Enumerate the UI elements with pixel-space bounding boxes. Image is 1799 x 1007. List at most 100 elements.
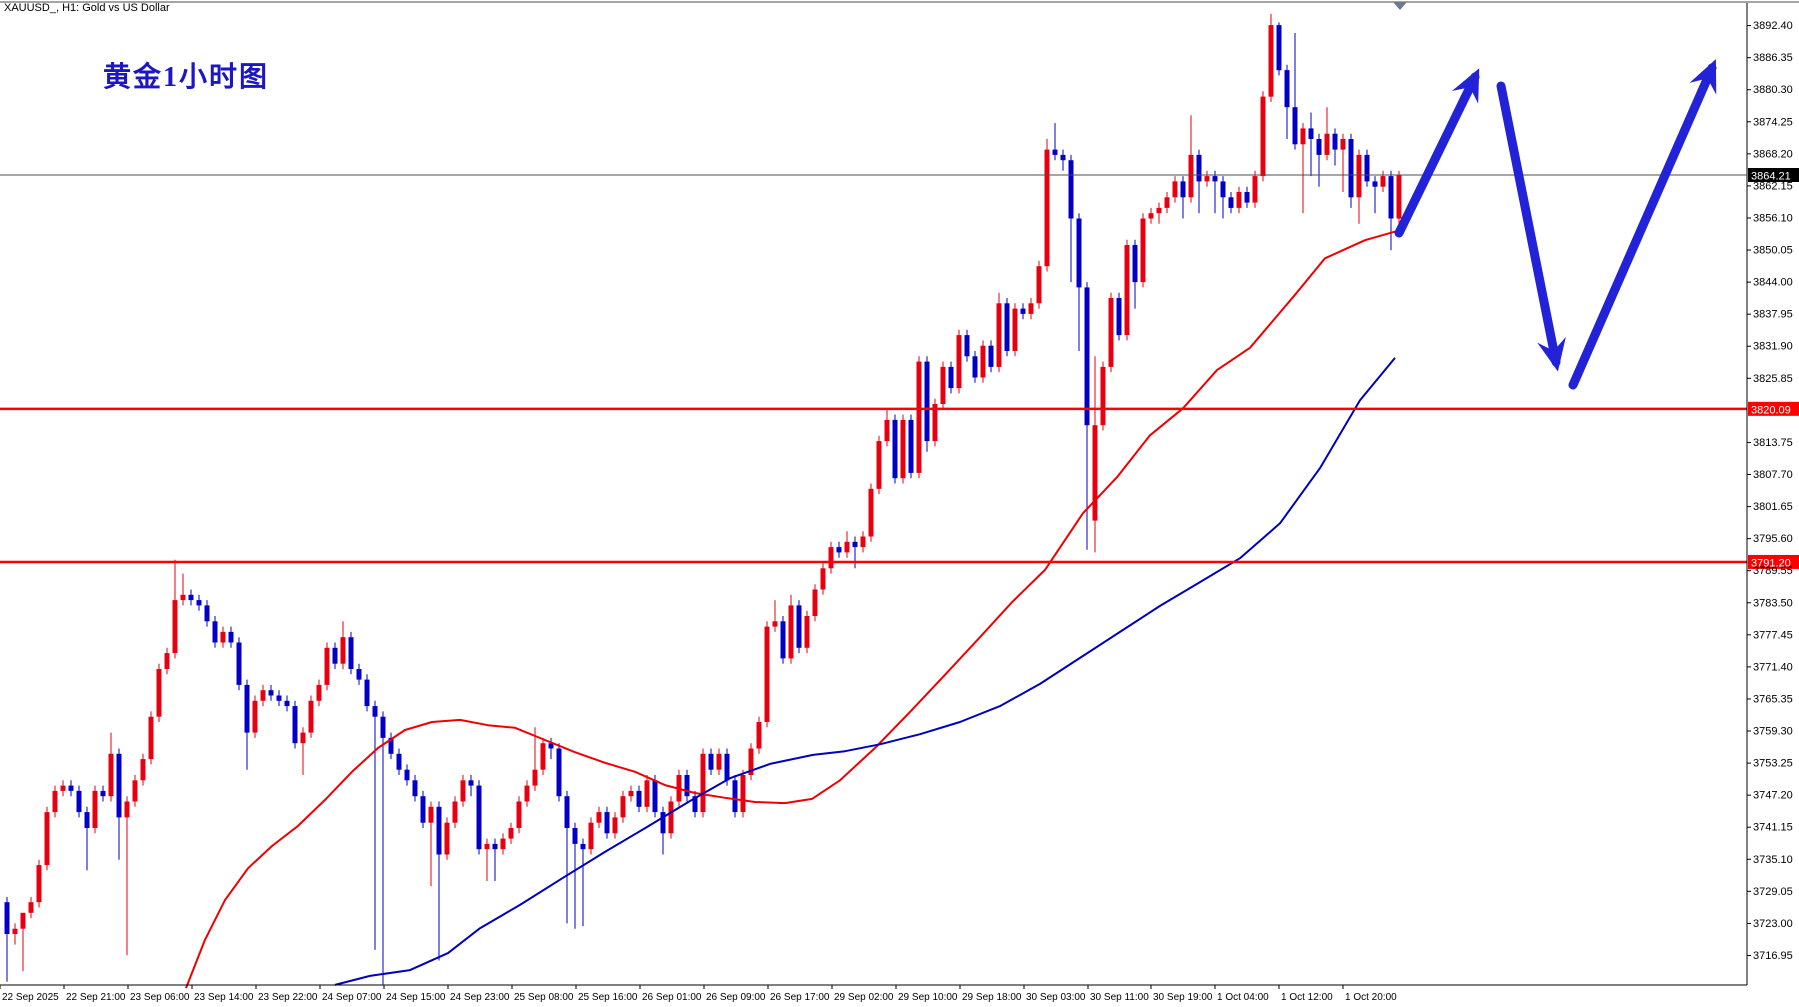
candle-body-bear: [708, 753, 714, 770]
candle-body-bull: [1268, 25, 1274, 97]
candle-body-bear: [348, 637, 354, 669]
candle-body-bull: [1044, 149, 1050, 267]
candle-body-bear: [396, 753, 402, 770]
candle-body-bear: [948, 366, 954, 389]
candle-body-bull: [1204, 176, 1210, 182]
candle-body-bull: [900, 419, 906, 479]
candle-body-bull: [612, 817, 618, 834]
hline-price-box: [1748, 554, 1799, 569]
candle-body-bear: [724, 753, 730, 781]
forecast-down-arrow: [1496, 81, 1566, 372]
time-label: 23 Sep 14:00: [194, 992, 254, 1003]
candle-body-bull: [316, 684, 322, 701]
time-label: 24 Sep 07:00: [322, 992, 382, 1003]
candle-body-bear: [292, 706, 298, 744]
chart-title: XAUUSD_, H1: Gold vs US Dollar: [4, 2, 170, 14]
price-label: 3795.60: [1753, 533, 1793, 545]
candle-body-bull: [220, 631, 226, 643]
candle-body-bull: [748, 748, 754, 775]
time-label: 24 Sep 15:00: [386, 992, 446, 1003]
candle-body-bull: [508, 828, 514, 839]
candle-body-bull: [1036, 266, 1042, 304]
candle-body-bull: [844, 541, 850, 553]
candle-body-bear: [548, 743, 554, 749]
candle-body-bull: [1100, 366, 1106, 426]
candle-body-bull: [108, 753, 114, 797]
time-label: 30 Sep 03:00: [1026, 992, 1086, 1003]
time-label: 30 Sep 19:00: [1153, 992, 1213, 1003]
candle-body-bull: [940, 366, 946, 404]
candle-body-bear: [236, 642, 242, 685]
candle-body-bear: [1364, 154, 1370, 182]
candle-body-bull: [788, 605, 794, 659]
hline-price-label: 3791.20: [1751, 557, 1791, 569]
candle-body-bull: [532, 769, 538, 786]
price-label: 3892.40: [1753, 20, 1793, 32]
ma-fast_red-line: [185, 229, 1401, 989]
candle-body-bear: [1372, 181, 1378, 187]
candle-body-bull: [596, 812, 602, 823]
candle-body-bull: [644, 780, 650, 807]
candle-body-bear: [4, 902, 10, 934]
price-label: 3831.90: [1753, 341, 1793, 353]
candle-body-bull: [92, 790, 98, 828]
price-label: 3765.35: [1753, 693, 1793, 705]
candle-body-bull: [812, 589, 818, 616]
candle-body-bull: [700, 753, 706, 813]
candle-body-bear: [732, 780, 738, 813]
price-label: 3880.30: [1753, 84, 1793, 96]
candle-body-bull: [340, 637, 346, 664]
time-label: 24 Sep 23:00: [450, 992, 510, 1003]
candle-body-bull: [1172, 181, 1178, 198]
time-label: 22 Sep 21:00: [66, 992, 126, 1003]
price-label: 3850.05: [1753, 245, 1793, 257]
candle-body-bear: [364, 679, 370, 707]
candle-body-bear: [692, 796, 698, 813]
candle-body-bear: [1212, 176, 1218, 182]
candle-body-bear: [332, 647, 338, 664]
candle-body-bull: [1380, 176, 1386, 187]
candle-body-bear: [1132, 245, 1138, 283]
candle-body-bull: [156, 669, 162, 717]
time-label: 26 Sep 09:00: [706, 992, 766, 1003]
price-label: 3837.95: [1753, 309, 1793, 321]
candle-body-bear: [604, 812, 610, 834]
time-label: 22 Sep 2025: [2, 992, 59, 1003]
candle-body-bear: [836, 547, 842, 553]
price-label: 3753.25: [1753, 758, 1793, 770]
candle-body-bull: [1028, 303, 1034, 314]
ma-slow_blue-line: [334, 357, 1396, 986]
candle-body-bull: [132, 780, 138, 802]
time-label: 1 Oct 12:00: [1281, 992, 1333, 1003]
candle-body-bear: [780, 621, 786, 659]
price-label: 3801.65: [1753, 501, 1793, 513]
candle-body-bull: [1108, 298, 1114, 367]
candle-body-bear: [1388, 176, 1394, 219]
candle-body-bear: [852, 541, 858, 548]
candle-body-bear: [1084, 287, 1090, 426]
candle-body-bull: [500, 838, 506, 850]
price-label: 3777.45: [1753, 629, 1793, 641]
candle-body-bull: [860, 536, 866, 548]
candle-body-bull: [620, 796, 626, 818]
candle-body-bear: [212, 621, 218, 643]
candle-body-bear: [188, 594, 194, 601]
price-label: 3789.55: [1753, 565, 1793, 577]
candle-body-bull: [60, 785, 66, 791]
time-label: 29 Sep 18:00: [962, 992, 1022, 1003]
candle-body-bear: [1004, 303, 1010, 351]
candle-body-bull: [996, 303, 1002, 367]
price-label: 3783.50: [1753, 597, 1793, 609]
candle-body-bear: [84, 812, 90, 828]
current-price-label: 3864.21: [1751, 171, 1791, 183]
candle-body-bull: [1164, 197, 1170, 208]
candle-body-bear: [196, 600, 202, 606]
candle-body-bear: [572, 828, 578, 844]
price-label: 3825.85: [1753, 373, 1793, 385]
candle-body-bull: [1396, 175, 1402, 219]
candle-body-bull: [1236, 192, 1242, 208]
candle-body-bear: [1348, 139, 1354, 198]
candle-body-bear: [492, 843, 498, 850]
candle-body-bull: [1140, 218, 1146, 283]
